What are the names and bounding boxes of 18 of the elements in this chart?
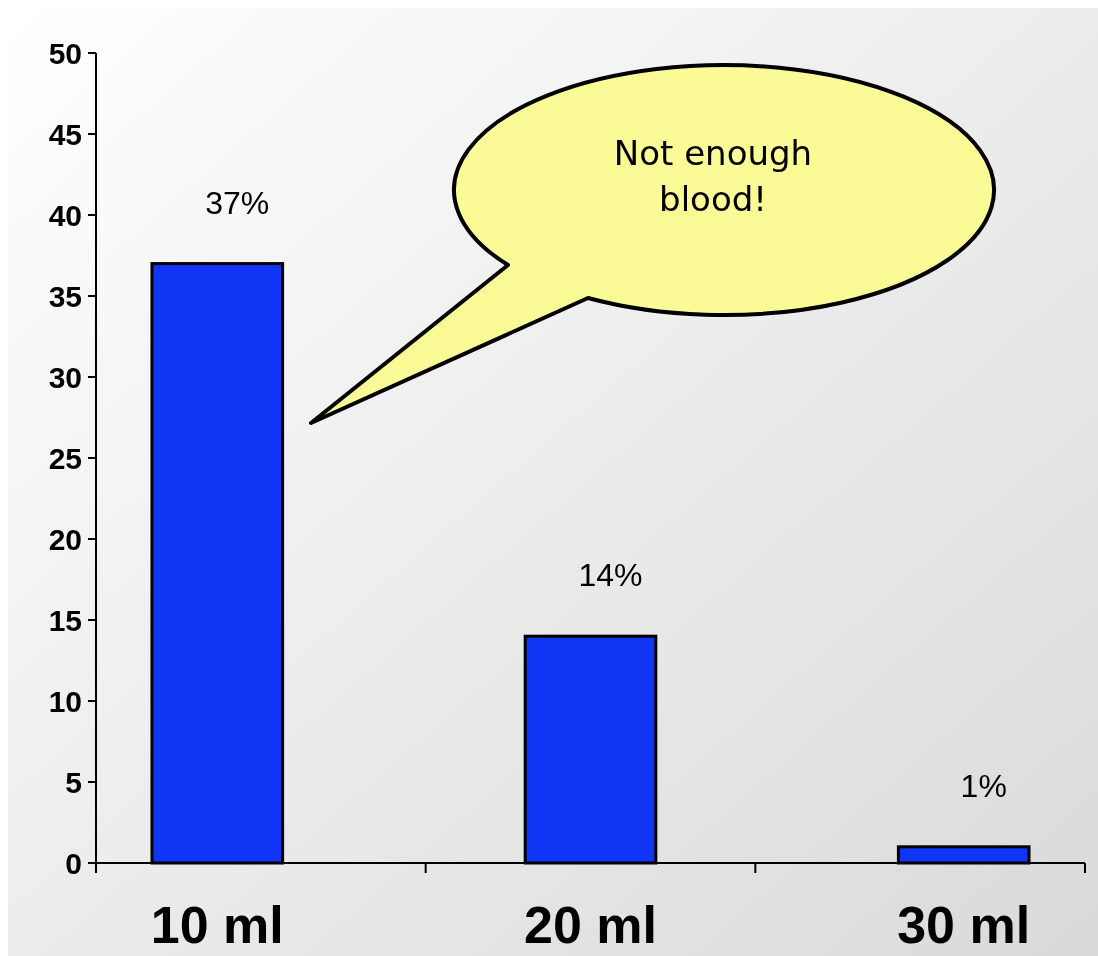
x-tick-label: 10 ml <box>150 896 284 954</box>
y-tick-label: 35 <box>48 279 82 313</box>
y-tick-label: 25 <box>48 441 82 475</box>
data-label: 14% <box>578 557 643 594</box>
y-tick-label: 50 <box>48 36 82 70</box>
y-tick-label: 45 <box>48 117 82 151</box>
data-label: 37% <box>205 184 270 221</box>
annotation: Not enough blood! <box>613 133 813 219</box>
y-tick-label: 40 <box>48 198 82 232</box>
data-label: 1% <box>960 767 1007 804</box>
y-tick-label: 10 <box>48 684 82 718</box>
x-tick-label: 30 ml <box>897 896 1031 954</box>
y-tick-label: 30 <box>48 360 82 394</box>
y-tick-label: 0 <box>65 846 82 880</box>
y-tick-label: 5 <box>65 765 82 799</box>
y-tick-label: 15 <box>48 603 82 637</box>
x-tick-label: 20 ml <box>524 896 657 954</box>
y-tick-label: 20 <box>48 522 82 556</box>
